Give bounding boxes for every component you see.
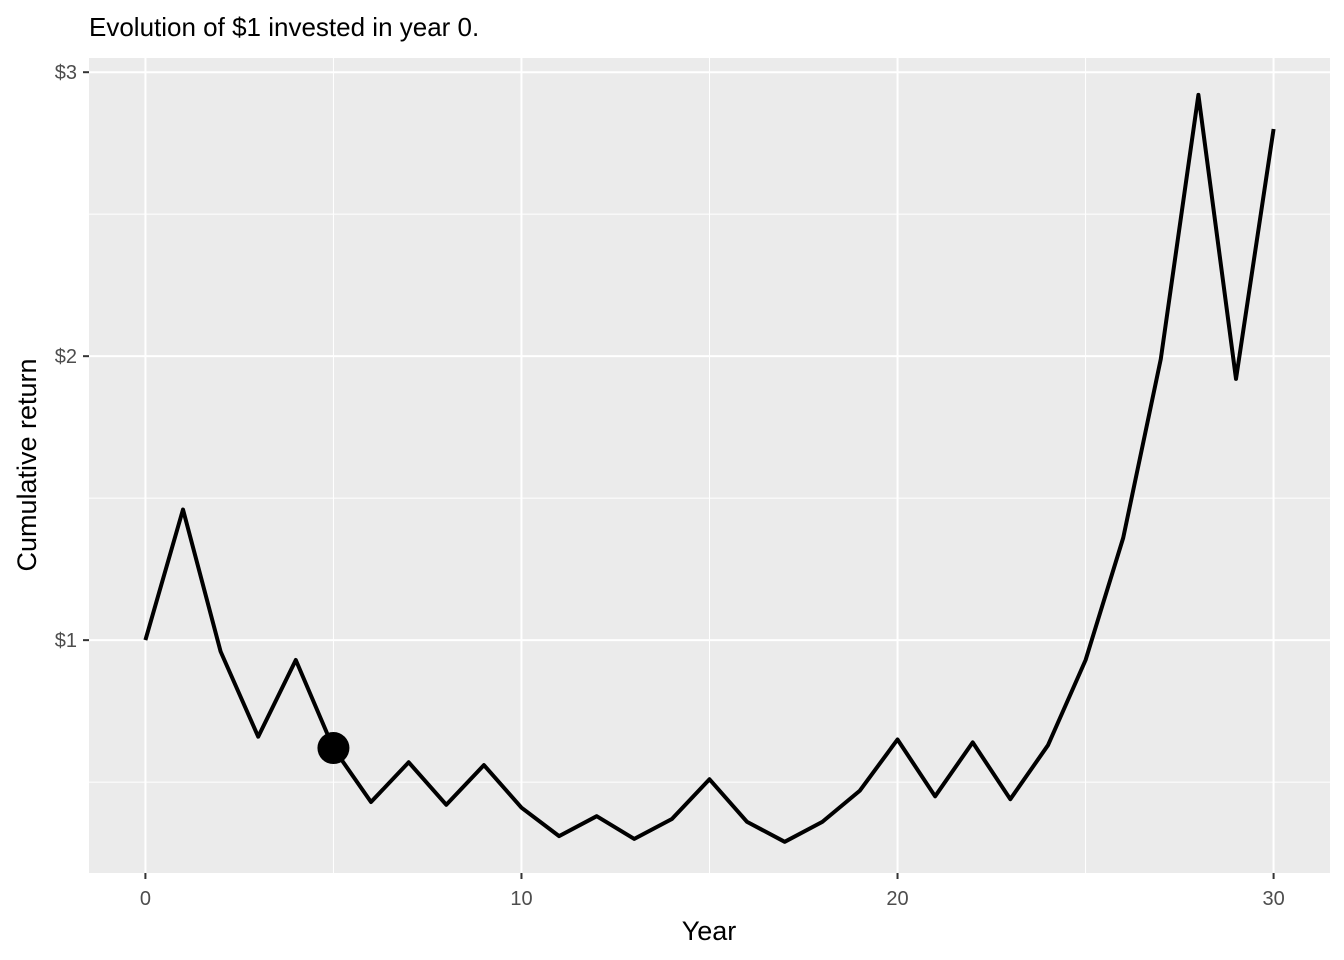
y-tick-label: $2 <box>55 346 77 368</box>
x-tick-label: 10 <box>510 888 532 910</box>
line-layer <box>143 92 1276 844</box>
y-tick-label: $3 <box>55 62 77 84</box>
grid-layer <box>89 58 1330 873</box>
y-tick-label: $1 <box>55 630 77 652</box>
x-tick-label: 30 <box>1262 888 1284 910</box>
x-tick-label: 0 <box>140 888 151 910</box>
y-axis-title: Cumulative return <box>12 358 42 571</box>
highlight-point <box>317 732 350 765</box>
x-tick-label: 20 <box>886 888 908 910</box>
chart-title: Evolution of $1 invested in year 0. <box>89 12 479 42</box>
x-axis-title: Year <box>682 916 737 946</box>
axis-layer: 0 10 20 30 $1 $2 $3 <box>55 62 1285 910</box>
